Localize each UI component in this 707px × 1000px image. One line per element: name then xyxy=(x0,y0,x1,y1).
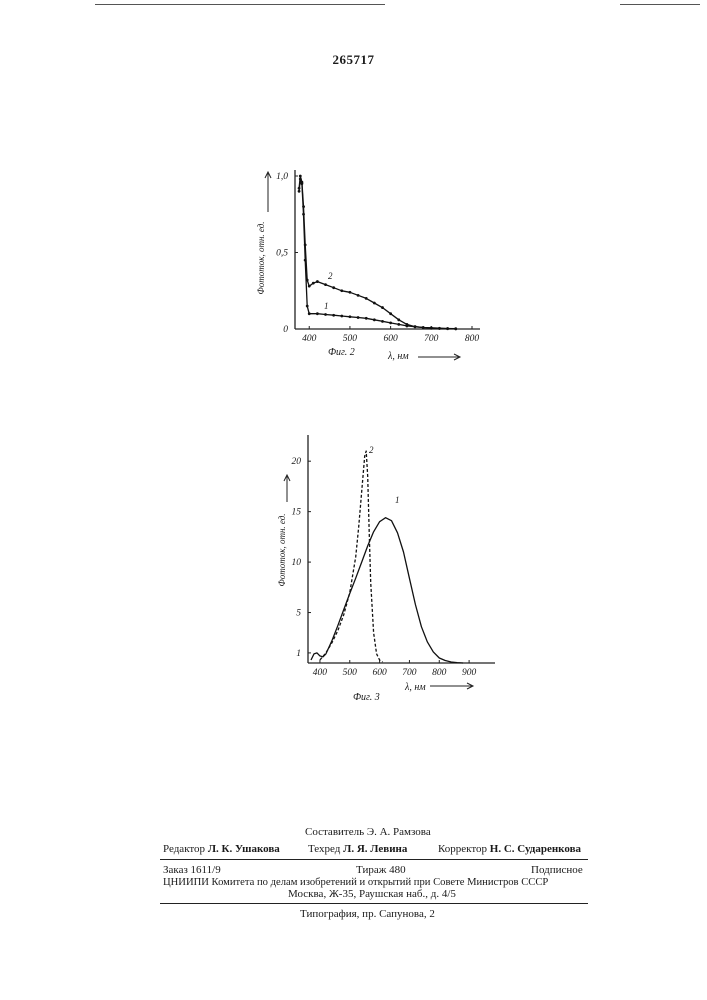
techred-name: Л. Я. Левина xyxy=(343,843,407,855)
series-2-point xyxy=(454,327,457,330)
address-line: Москва, Ж-35, Раушская наб., д. 4/5 xyxy=(288,888,456,901)
editor-name: Л. К. Ушакова xyxy=(208,843,280,855)
series-2-point xyxy=(349,291,352,294)
series-2-point xyxy=(422,326,425,329)
series-1-point xyxy=(357,316,360,319)
series-2-point xyxy=(301,181,304,184)
series-1-point xyxy=(389,321,392,324)
x-tick-label: 600 xyxy=(383,334,398,344)
series-1-point xyxy=(397,323,400,326)
y-tick-label: 20 xyxy=(292,457,302,467)
series-label: 2 xyxy=(328,271,333,281)
figure-caption: Фиг. 3 xyxy=(353,692,380,703)
series-1-point xyxy=(306,305,309,308)
series-2-point xyxy=(324,283,327,286)
series-2-point xyxy=(397,318,400,321)
figure-3: 40050060070080090015101520Фототок, отн. … xyxy=(265,420,505,720)
y-axis-label: Фототок, отн. ед. xyxy=(256,222,266,295)
y-tick-label: 1,0 xyxy=(276,172,288,182)
series-2-point xyxy=(302,205,305,208)
series-2-point xyxy=(414,325,417,328)
x-tick-label: 500 xyxy=(343,668,358,678)
series-1-point xyxy=(381,320,384,323)
series-2-point xyxy=(365,297,368,300)
series-label: 1 xyxy=(324,301,329,311)
printing-house: Типография, пр. Сапунова, 2 xyxy=(300,908,435,921)
x-axis-label: λ, нм xyxy=(404,682,426,693)
series-2-point xyxy=(308,285,311,288)
figure-2: 400 500 600 700 800 0 0,5 1,0 Фототок, отн. ед. Ф… xyxy=(240,140,510,380)
y-axis-label: Фототок, отн. ед. xyxy=(277,514,287,587)
series-2-point xyxy=(373,302,376,305)
series-label: 1 xyxy=(395,495,400,505)
series-2-point xyxy=(438,327,441,330)
series-2-point xyxy=(312,282,315,285)
series-1-point xyxy=(373,318,376,321)
series-2-point xyxy=(299,175,302,178)
x-tick-label: 400 xyxy=(313,668,328,678)
x-tick-label: 900 xyxy=(462,668,477,678)
series-2-point xyxy=(304,243,307,246)
corrector-name: Н. С. Сударенкова xyxy=(490,843,581,855)
series-1-point xyxy=(316,312,319,315)
y-tick-label: 15 xyxy=(292,508,302,518)
x-tick-label: 400 xyxy=(302,334,317,344)
y-tick-label: 5 xyxy=(296,609,301,619)
techred-label: Техред xyxy=(308,843,340,855)
series-2-point xyxy=(430,327,433,330)
x-tick-label: 800 xyxy=(465,334,480,344)
series-label: 2 xyxy=(369,445,374,455)
corrector-label: Корректор xyxy=(438,843,487,855)
series-1-point xyxy=(298,190,301,193)
series-1-point xyxy=(365,317,368,320)
x-tick-label: 800 xyxy=(432,668,447,678)
top-rule-right xyxy=(620,4,700,5)
footer-rule-top xyxy=(160,859,588,860)
series-2-point xyxy=(306,279,309,282)
series-1-point xyxy=(308,312,311,315)
series-1-point xyxy=(349,315,352,318)
editor-line: Редактор Л. К. Ушакова xyxy=(163,843,280,856)
patent-number: 265717 xyxy=(0,52,707,68)
top-rule-left xyxy=(95,4,385,5)
y-tick-label: 1 xyxy=(296,649,301,659)
series-2-line xyxy=(299,176,456,329)
figure-caption: Фиг. 2 xyxy=(328,347,355,358)
x-axis-label: λ, нм xyxy=(387,351,409,362)
y-tick-label: 0 xyxy=(283,325,288,335)
x-tick-label: 700 xyxy=(424,334,439,344)
series-2-point xyxy=(316,280,319,283)
techred-line: Техред Л. Я. Левина xyxy=(308,843,407,856)
series-2-point xyxy=(405,323,408,326)
series-1-line xyxy=(299,179,456,329)
y-tick-label: 0,5 xyxy=(276,249,288,259)
series-1-line xyxy=(311,518,463,663)
series-2-point xyxy=(389,312,392,315)
series-2-point xyxy=(340,289,343,292)
series-1-point xyxy=(340,315,343,318)
y-tick-label: 10 xyxy=(292,558,302,568)
series-2-line xyxy=(320,451,383,662)
x-tick-label: 500 xyxy=(343,334,358,344)
corrector-line: Корректор Н. С. Сударенкова xyxy=(438,843,581,856)
editor-label: Редактор xyxy=(163,843,205,855)
x-tick-label: 600 xyxy=(372,668,387,678)
series-2-point xyxy=(298,187,301,190)
series-1-point xyxy=(324,313,327,316)
series-2-point xyxy=(357,294,360,297)
series-1-point xyxy=(332,314,335,317)
series-2-point xyxy=(381,306,384,309)
series-2-point xyxy=(332,286,335,289)
series-2-point xyxy=(446,327,449,330)
footer-rule-bottom xyxy=(160,903,588,904)
compiler-line: Составитель Э. А. Рамзова xyxy=(305,826,431,839)
x-tick-label: 700 xyxy=(402,668,417,678)
